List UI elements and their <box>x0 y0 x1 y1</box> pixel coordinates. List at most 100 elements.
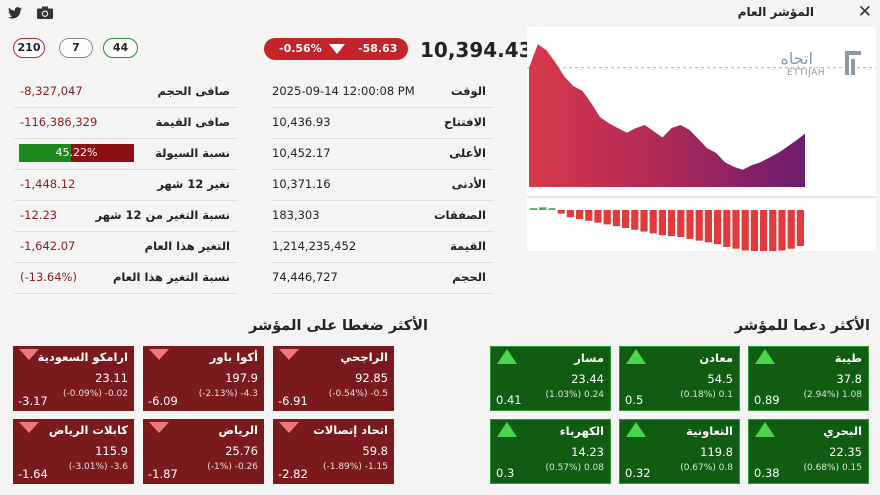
stock-card-taiba[interactable]: طيبة 37.8 (2.94%) 1.08 0.89 <box>748 346 869 411</box>
flow-bar <box>704 210 712 243</box>
window-title: المؤشر العام <box>737 5 814 19</box>
stat-value: 1,214,235,452 <box>272 239 357 253</box>
twitter-icon[interactable] <box>8 4 22 23</box>
stat-value: (-13.64%) <box>20 270 77 284</box>
stat-label: الحجم <box>452 270 486 284</box>
index-intraday-chart[interactable]: اتجاه ETTIJAH <box>527 27 876 253</box>
stat-row-net-value: -116,386,329 صافى القيمة <box>14 108 238 139</box>
stock-card-tawuniya[interactable]: التعاونية 119.8 (0.67%) 0.8 0.32 <box>619 419 740 484</box>
stat-label: التغير هذا العام <box>144 239 230 253</box>
index-impact: 0.5 <box>625 393 644 407</box>
stat-value: -116,386,329 <box>20 115 98 129</box>
top-positive-title: الأكثر دعما للمؤشر <box>734 318 870 334</box>
down-triangle-icon <box>19 349 39 360</box>
flow-bar <box>658 210 666 236</box>
flow-bar <box>622 210 630 228</box>
flow-bar <box>548 208 556 210</box>
stock-price: 22.35 <box>829 445 862 459</box>
stat-row-ytd-change: -1,642.07 التغير هذا العام <box>14 232 238 263</box>
stock-card-riyad-bank[interactable]: الرياض 25.76 (-1%) -0.26 -1.87 <box>143 419 264 484</box>
down-triangle-icon <box>149 422 169 433</box>
stat-value: -8,327,047 <box>20 84 83 98</box>
stock-price: 25.76 <box>225 444 258 458</box>
stock-change: (1.03%) 0.24 <box>545 390 604 400</box>
flow-bar <box>631 210 639 230</box>
stat-label: نسبة السيولة <box>155 146 230 160</box>
index-impact: -3.17 <box>18 394 48 408</box>
stock-card-alrajhi[interactable]: الراجحي 92.85 (-0.54%) -0.5 -6.91 <box>273 346 394 411</box>
stat-row-high: 10,452.17 الأعلى <box>272 139 494 170</box>
stat-value: -12.23 <box>20 208 58 222</box>
stock-name: الرياض <box>218 423 258 437</box>
stock-name: كابلات الرياض <box>48 423 128 437</box>
stock-card-aramco[interactable]: ارامكو السعودية 23.11 (-0.09%) -0.02 -3.… <box>13 346 134 411</box>
down-triangle-icon <box>149 349 169 360</box>
down-triangle-icon <box>279 349 299 360</box>
stock-change: (-0.09%) -0.02 <box>62 389 128 399</box>
stat-row-open: 10,436.93 الافتتاح <box>272 108 494 139</box>
down-triangle-icon <box>279 422 299 433</box>
stock-name: الراجحي <box>340 350 388 364</box>
stock-card-riyadh-cables[interactable]: كابلات الرياض 115.9 (-3.01%) -3.6 -1.64 <box>13 419 134 484</box>
stat-label: نسبة التغير من 12 شهر <box>95 208 230 222</box>
change-points: -58.63 <box>358 42 398 55</box>
flow-bar <box>750 210 758 252</box>
stock-name: طيبة <box>834 351 862 365</box>
stock-card-acwa-power[interactable]: أكوا باور 197.9 (-2.13%) -4.3 -6.09 <box>143 346 264 411</box>
flow-bar <box>686 210 694 239</box>
flow-bar <box>787 210 795 249</box>
stock-card-etihad-etisalat[interactable]: اتحاد إتصالات 59.8 (-1.89%) -1.15 -2.82 <box>273 419 394 484</box>
price-series <box>529 44 805 187</box>
flow-bar <box>576 210 584 219</box>
stock-change: (2.94%) 1.08 <box>803 390 862 400</box>
flow-bar <box>603 210 611 225</box>
flow-bar <box>732 210 740 249</box>
stat-row-liquidity: 45.22% نسبة السيولة <box>14 139 238 170</box>
stock-price: 23.44 <box>571 372 604 386</box>
stock-card-electricity[interactable]: الكهرباء 14.23 (0.57%) 0.08 0.3 <box>490 419 611 484</box>
flow-bar <box>714 210 722 245</box>
stat-label: الصفقات <box>433 208 486 222</box>
logo-text-latin: ETTIJAH <box>787 68 825 78</box>
flow-bar <box>557 210 565 214</box>
stat-value: 10,371.16 <box>272 177 331 191</box>
flow-bar <box>760 210 768 253</box>
stock-card-masar[interactable]: مسار 23.44 (1.03%) 0.24 0.41 <box>490 346 611 411</box>
stock-price: 59.8 <box>362 444 388 458</box>
stock-change: (-3.01%) -3.6 <box>68 462 128 472</box>
index-impact: 0.3 <box>496 466 515 480</box>
stock-change: (-0.54%) -0.5 <box>328 389 388 399</box>
flow-bar <box>677 210 685 237</box>
stock-price: 37.8 <box>836 372 862 386</box>
index-impact: -1.87 <box>148 467 178 481</box>
stock-name: البحري <box>823 424 862 438</box>
declined-count-badge: 210 <box>13 38 45 58</box>
stat-label: القيمة <box>450 239 486 253</box>
camera-icon[interactable] <box>37 4 53 23</box>
stock-price: 14.23 <box>571 445 604 459</box>
stock-name: اتحاد إتصالات <box>313 423 388 437</box>
stock-price: 92.85 <box>355 371 388 385</box>
stat-row-12m-change-pct: -12.23 نسبة التغير من 12 شهر <box>14 201 238 232</box>
stat-value: 10,452.17 <box>272 146 331 160</box>
flow-bar <box>539 207 547 210</box>
stock-card-bahri[interactable]: البحري 22.35 (0.68%) 0.15 0.38 <box>748 419 869 484</box>
down-arrow-icon <box>329 44 345 54</box>
flow-bar <box>769 210 777 252</box>
index-impact: -1.64 <box>18 467 48 481</box>
stat-label: الوقت <box>450 84 486 98</box>
stock-price: 119.8 <box>700 445 733 459</box>
stock-change: (-2.13%) -4.3 <box>198 389 258 399</box>
ettijah-logo: اتجاه ETTIJAH <box>781 49 861 78</box>
flow-bars <box>530 207 804 253</box>
stat-label: صافى القيمة <box>155 115 230 129</box>
stock-price: 115.9 <box>95 444 128 458</box>
stock-name: معادن <box>699 351 733 365</box>
stat-row-ytd-change-pct: (-13.64%) نسبة التغير هذا العام <box>14 263 238 294</box>
stock-price: 197.9 <box>225 371 258 385</box>
close-icon[interactable]: ✕ <box>857 2 872 22</box>
stock-card-maaden[interactable]: معادن 54.5 (0.18%) 0.1 0.5 <box>619 346 740 411</box>
stat-row-low: 10,371.16 الأدنى <box>272 170 494 201</box>
flow-bar <box>612 210 620 227</box>
index-impact: -6.09 <box>148 394 178 408</box>
